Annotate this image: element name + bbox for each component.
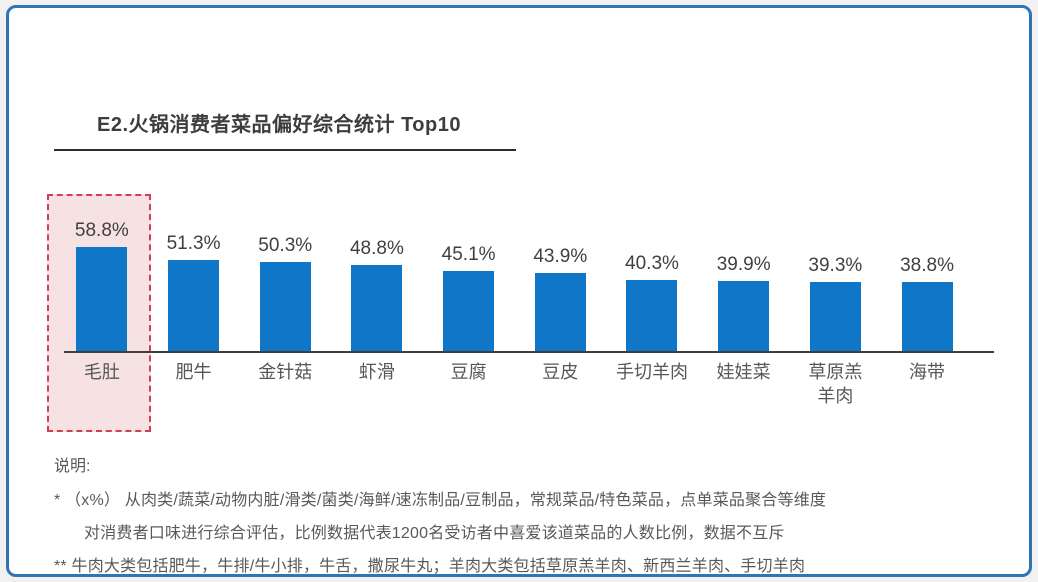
x-tick-label: 肥牛 (175, 362, 212, 382)
x-axis-line (64, 351, 994, 353)
bar-value-label: 38.8% (900, 255, 954, 277)
bar-group: 40.3% (606, 213, 698, 351)
chart-title: E2.火锅消费者菜品偏好综合统计 Top10 (97, 114, 461, 136)
x-tick-label: 虾滑 (358, 362, 395, 382)
x-tick-label: 豆皮 (542, 362, 579, 382)
bar-value-label: 39.3% (808, 254, 863, 276)
x-tick-label: 娃娃菜 (716, 362, 771, 382)
bar-value-label: 50.3% (258, 235, 313, 257)
bar (718, 280, 770, 351)
title-underline (54, 149, 516, 151)
bar-group: 48.8% (331, 213, 423, 351)
bar-group: 39.3% (790, 213, 882, 351)
bar-group: 43.9% (514, 213, 606, 351)
bar (351, 264, 403, 351)
bar (76, 247, 128, 351)
x-tick-label: 金针菇 (258, 362, 313, 382)
x-tick-label: 豆腐 (450, 362, 487, 382)
x-tick-label: 草原羔 羊肉 (808, 362, 863, 407)
bar-group: 45.1% (423, 213, 515, 351)
note-line: * （x%） 从肉类/蔬菜/动物内脏/滑类/菌类/海鲜/速冻制品/豆制品，常规菜… (54, 492, 827, 509)
x-tick-label: 毛肚 (83, 362, 120, 382)
bar-group: 50.3% (239, 213, 331, 351)
bar-value-label: 45.1% (441, 244, 496, 266)
notes-heading: 说明: (54, 458, 91, 475)
bar (809, 281, 861, 351)
notes-section: 说明: * （x%） 从肉类/蔬菜/动物内脏/滑类/菌类/海鲜/速冻制品/豆制品… (54, 452, 1014, 582)
bar (626, 279, 678, 351)
bar-value-label: 43.9% (533, 246, 588, 268)
bar-group: 58.8% (56, 213, 148, 351)
x-tick-label: 海带 (909, 362, 946, 382)
bar-value-label: 58.8% (74, 220, 129, 241)
bar (259, 262, 311, 351)
bar (534, 273, 586, 351)
bar-group: 39.9% (698, 213, 790, 351)
bar-value-label: 51.3% (166, 233, 221, 255)
note-line: ** 牛肉大类包括肥牛，牛排/牛小排，牛舌，撒尿牛丸；羊肉大类包括草原羔羊肉、新… (54, 558, 806, 575)
bar (443, 271, 495, 351)
bar-value-label: 48.8% (349, 237, 404, 259)
bar-value-label: 40.3% (625, 252, 679, 274)
bar-group: 38.8% (881, 213, 973, 351)
bar-value-label: 39.9% (716, 253, 771, 275)
report-card: E2.火锅消费者菜品偏好综合统计 Top10 58.8% 51.3% 50.3%… (6, 5, 1032, 577)
x-axis-labels: 毛肚 肥牛 金针菇 虾滑 豆腐 豆皮 手切羊肉 娃娃菜 草原羔 羊肉 海带 (56, 360, 973, 409)
bar-group: 51.3% (148, 213, 240, 351)
note-line: 对消费者口味进行综合评估，比例数据代表1200名受访者中喜爱该道菜品的人数比例，… (84, 525, 785, 542)
bar (901, 282, 953, 351)
bar-chart: 58.8% 51.3% 50.3% 48.8% 45.1% 43.9% (56, 213, 973, 351)
x-tick-label: 手切羊肉 (615, 362, 688, 382)
bar (168, 260, 220, 351)
